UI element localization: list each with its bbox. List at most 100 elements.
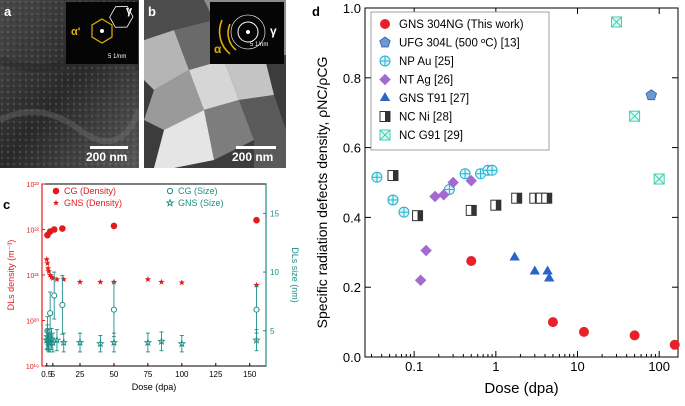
legend-marker-c (52, 199, 60, 206)
point-c (252, 335, 261, 344)
point-d (486, 164, 498, 176)
point-c (60, 276, 67, 283)
scale-bar-label-a: 200 nm (86, 150, 128, 164)
series-d-np-au-25- (371, 164, 498, 218)
point-d (387, 170, 399, 182)
point-d (541, 192, 553, 204)
panel-letter-b: b (148, 4, 156, 19)
legend-label-d: NC G91 [29] (399, 130, 463, 142)
x-tick-label-c: 50 (109, 370, 118, 379)
point-c (48, 273, 55, 280)
point-c (178, 279, 185, 286)
point-d (466, 256, 477, 267)
point-c (143, 338, 153, 347)
legend-label-c: GNS (Density) (64, 198, 122, 208)
point-c (44, 265, 52, 272)
point-d (610, 16, 622, 28)
inset-label-alpha-prime: α' (71, 26, 81, 38)
legend-marker-d (379, 73, 391, 86)
inset-label-alpha: α (214, 42, 222, 56)
micrograph-b: b α γ 5 1/nm 200 nm (144, 0, 286, 168)
x-tick-label-c: 25 (76, 370, 85, 379)
x-tick-label-d: 100 (648, 359, 670, 374)
point-c (47, 334, 56, 343)
scale-bar-label-b: 200 nm (232, 150, 274, 164)
series-c-cg-size- (44, 271, 260, 346)
point-d (420, 244, 432, 257)
point-d (629, 110, 641, 122)
series-d-gns-t91-27- (509, 251, 555, 282)
point-d (645, 89, 657, 101)
x-tick-label-d: 1 (492, 359, 499, 374)
y-axis-title-d: Specific radiation defects density, ρNC/… (314, 57, 330, 329)
series-d-gns-304ng-this-work- (466, 256, 680, 350)
point-c (253, 216, 260, 224)
point-d (465, 204, 477, 216)
point-c (158, 278, 165, 285)
legend-label-c: GNS (Size) (178, 198, 224, 208)
point-c (253, 281, 260, 288)
legend-marker-d (379, 111, 391, 122)
y-tick-label-d: 0.6 (343, 141, 361, 156)
legend-label-c: CG (Density) (64, 186, 116, 196)
legend-d: GNS 304NG (This work) UFG 304L (500 ºC) [… (370, 11, 550, 151)
legend-marker-c (52, 187, 60, 195)
point-c (49, 274, 56, 281)
point-d (490, 199, 502, 211)
x-tick-label-c: 0.5 (41, 370, 53, 379)
point-d (629, 330, 640, 341)
legend-label-d: NT Ag [26] (399, 75, 453, 87)
x-axis-title-c: Dose (dpa) (132, 382, 177, 392)
plot-frame-d (364, 7, 679, 358)
point-d (429, 190, 441, 203)
point-c (110, 306, 118, 313)
inset-label-gamma-b: γ (270, 24, 277, 38)
point-c (59, 301, 66, 309)
point-d (511, 192, 523, 204)
x-tick-label-c: 75 (143, 370, 152, 379)
point-c (52, 335, 62, 344)
inset-scale-a: 5 1/nm (108, 54, 127, 60)
panel-letter-d: d (312, 4, 320, 19)
point-d (387, 194, 399, 206)
point-d (398, 206, 410, 218)
y-tick-label-d: 0.4 (343, 210, 361, 225)
y-tick-label-right-c: 10 (270, 268, 279, 277)
point-d (465, 175, 477, 187)
point-d (437, 188, 450, 201)
y-tick-label-left-c: 10²² (27, 228, 40, 235)
point-d (578, 326, 589, 337)
y-tick-label-d: 0.2 (343, 280, 361, 295)
inset-label-gamma-a: γ (126, 5, 133, 17)
legend-label-d: NP Au [25] (399, 56, 454, 68)
point-c (75, 338, 85, 347)
y-tick-label-d: 1.0 (343, 1, 361, 16)
point-c (109, 338, 119, 347)
y-tick-label-right-c: 15 (270, 209, 279, 218)
chart-c: 0.55 25 50 75 100 125 15010¹⁹10²⁰10²¹10²²10²³5… (6, 182, 300, 392)
point-c (45, 268, 52, 275)
point-c (96, 339, 105, 348)
y-tick-label-d: 0.0 (343, 350, 361, 365)
legend-marker-d (379, 55, 391, 67)
inset-scale-b: 5 1/nm (250, 42, 269, 48)
point-d (547, 317, 558, 328)
point-d (447, 176, 459, 189)
legend-label-d: GNS T91 [27] (399, 93, 469, 105)
series-c-gns-size- (42, 324, 261, 353)
scale-bar-a (90, 146, 128, 149)
diffraction-inset-b: α γ 5 1/nm (210, 2, 284, 64)
chart-d: 0.1 1 10 100 0.0 0.2 0.4 0.6 0.8 1.0 Dose (dpa) Spe… (314, 1, 680, 397)
point-d (412, 210, 424, 222)
point-d (653, 173, 665, 185)
point-d (669, 339, 680, 350)
legend-marker-d (380, 19, 390, 29)
legend-label-c: CG (Size) (178, 186, 218, 196)
legend-c: CG (Density) GNS (Density) CG (Size) GNS (S… (52, 186, 224, 208)
point-c (47, 310, 54, 317)
legend-marker-c (166, 187, 174, 195)
series-d-nc-g91-29- (610, 16, 665, 185)
legend-label-d: GNS 304NG (This work) (399, 19, 524, 31)
panel-letter-a: a (4, 4, 12, 19)
y-axis-title-right-c: DLs size (nm) (290, 247, 300, 303)
